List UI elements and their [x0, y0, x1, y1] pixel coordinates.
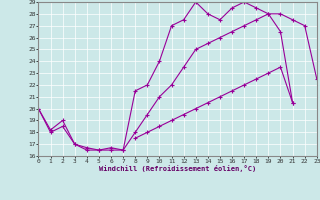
X-axis label: Windchill (Refroidissement éolien,°C): Windchill (Refroidissement éolien,°C)	[99, 165, 256, 172]
